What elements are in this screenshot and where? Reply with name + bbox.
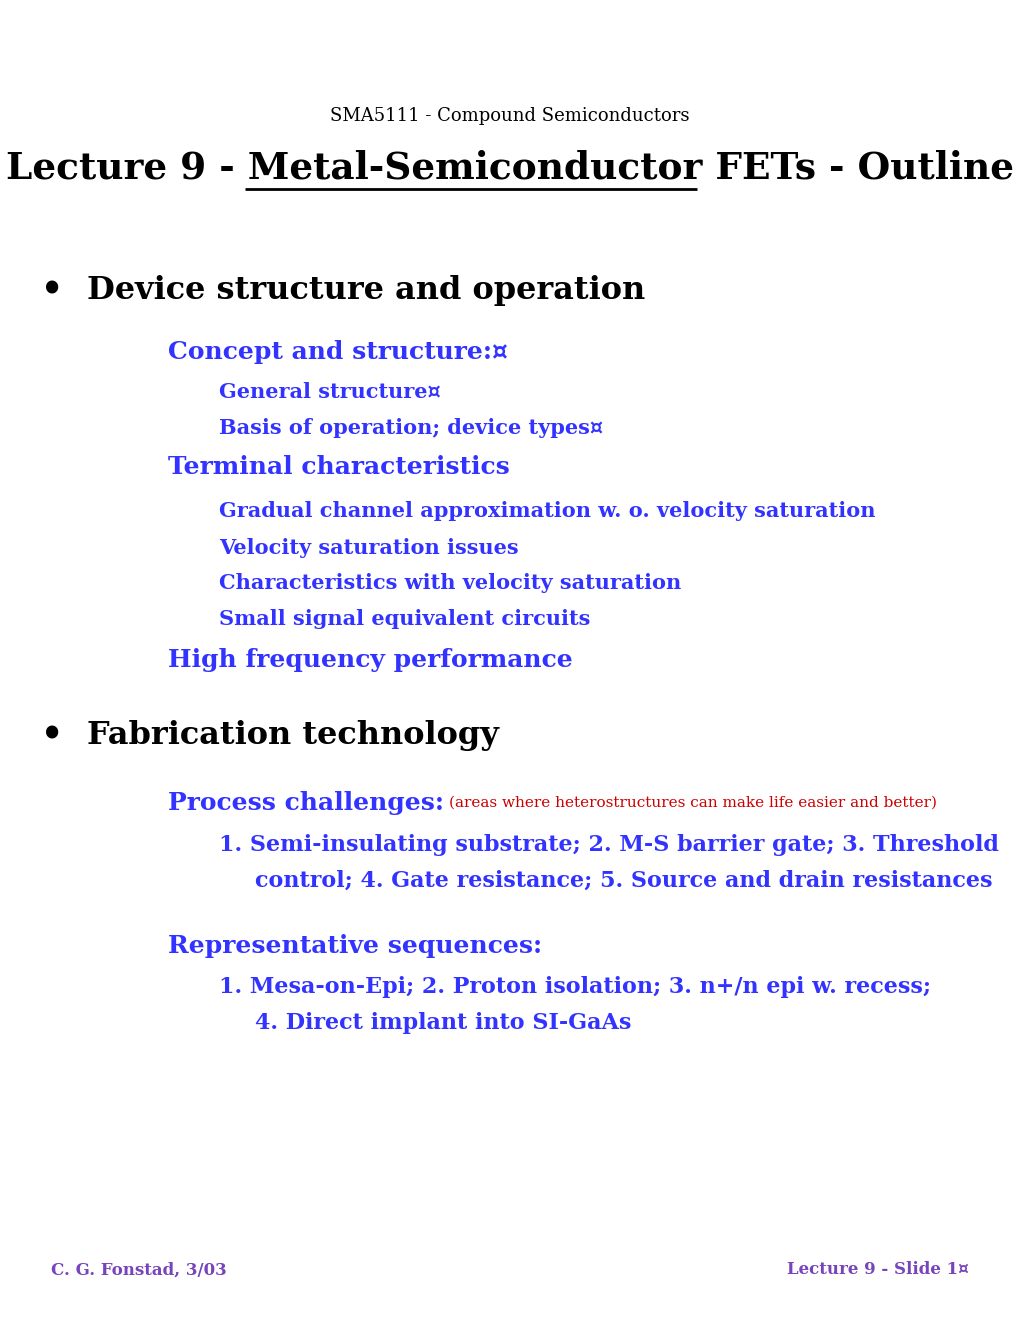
Text: control; 4. Gate resistance; 5. Source and drain resistances: control; 4. Gate resistance; 5. Source a… <box>255 870 991 891</box>
Text: •: • <box>41 718 63 752</box>
Text: Gradual channel approximation w. o. velocity saturation: Gradual channel approximation w. o. velo… <box>219 500 875 521</box>
Text: Fabrication technology: Fabrication technology <box>87 719 498 751</box>
Text: High frequency performance: High frequency performance <box>168 648 573 672</box>
Text: 1. Semi-insulating substrate; 2. M-S barrier gate; 3. Threshold: 1. Semi-insulating substrate; 2. M-S bar… <box>219 834 999 855</box>
Text: C. G. Fonstad, 3/03: C. G. Fonstad, 3/03 <box>51 1262 226 1278</box>
Text: •: • <box>41 273 63 308</box>
Text: Process challenges:: Process challenges: <box>168 791 444 814</box>
Text: Device structure and operation: Device structure and operation <box>87 275 644 306</box>
Text: 4. Direct implant into SI-GaAs: 4. Direct implant into SI-GaAs <box>255 1012 631 1034</box>
Text: SMA5111 - Compound Semiconductors: SMA5111 - Compound Semiconductors <box>330 107 689 125</box>
Text: General structure¤: General structure¤ <box>219 381 440 403</box>
Text: Velocity saturation issues: Velocity saturation issues <box>219 537 519 558</box>
Text: Terminal characteristics: Terminal characteristics <box>168 455 510 479</box>
Text: Concept and structure:¤: Concept and structure:¤ <box>168 341 507 364</box>
Text: 1. Mesa-on-Epi; 2. Proton isolation; 3. n+/n epi w. recess;: 1. Mesa-on-Epi; 2. Proton isolation; 3. … <box>219 977 930 998</box>
Text: Lecture 9 - Slide 1¤: Lecture 9 - Slide 1¤ <box>787 1262 968 1278</box>
Text: Characteristics with velocity saturation: Characteristics with velocity saturation <box>219 573 681 594</box>
Text: Lecture 9 - Metal-Semiconductor FETs - Outline: Lecture 9 - Metal-Semiconductor FETs - O… <box>6 149 1013 186</box>
Text: Basis of operation; device types¤: Basis of operation; device types¤ <box>219 417 603 438</box>
Text: (areas where heterostructures can make life easier and better): (areas where heterostructures can make l… <box>448 796 935 809</box>
Text: Small signal equivalent circuits: Small signal equivalent circuits <box>219 609 590 630</box>
Text: Representative sequences:: Representative sequences: <box>168 935 542 958</box>
